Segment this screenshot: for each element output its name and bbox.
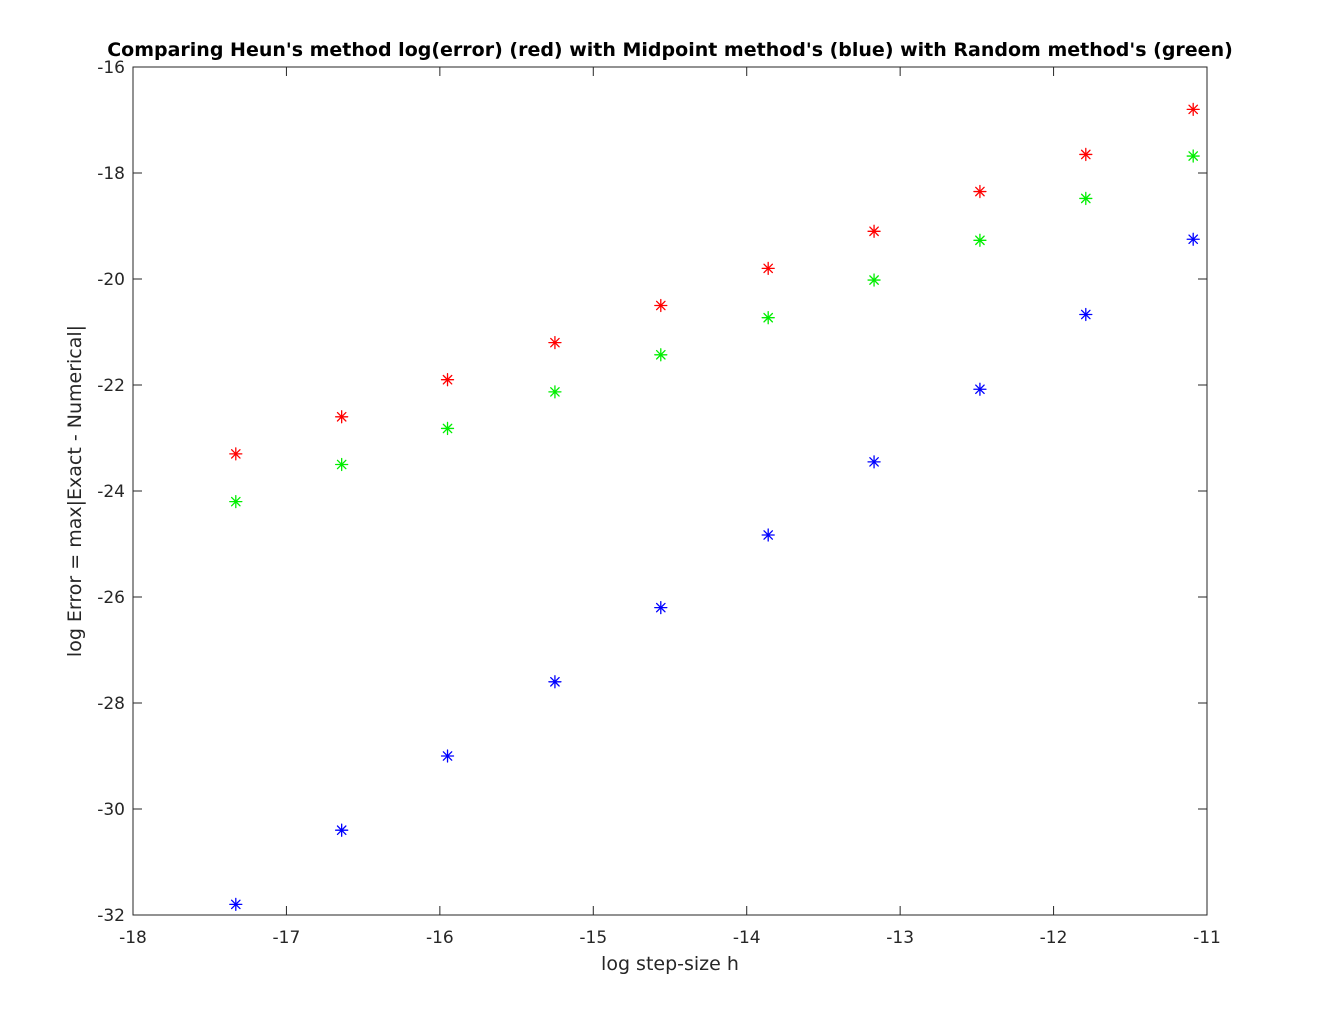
data-points (229, 102, 1200, 912)
series-1-point (654, 348, 668, 362)
series-1-point (761, 311, 775, 325)
series-0-point (440, 373, 455, 387)
series-2-point (654, 600, 668, 615)
y-tick-label: -20 (97, 270, 125, 290)
series-1-point (335, 457, 349, 472)
series-1-point (229, 494, 243, 509)
series-2-point (761, 528, 775, 542)
x-tick-label: -14 (733, 928, 761, 948)
y-tick-label: -28 (97, 694, 125, 714)
series-2-point (1186, 232, 1200, 246)
x-tick-label: -15 (579, 928, 607, 948)
x-tick-label: -12 (1040, 928, 1068, 948)
x-tick-label: -18 (119, 928, 147, 948)
series-1-point (1079, 191, 1093, 206)
axis-ticks: -18 -17 -16 -15 -14 -13 -12 -11 -32 -30 -28 -26 -24 -… (97, 58, 1221, 948)
series-0-point (1079, 147, 1093, 162)
series-0-point (229, 447, 243, 461)
series-2-point (973, 382, 987, 396)
series-2-point (548, 675, 562, 689)
series-1-point (867, 273, 881, 287)
series-0-point (335, 410, 349, 424)
x-tick-label: -13 (886, 928, 914, 948)
y-tick-label: -16 (97, 58, 125, 78)
y-tick-label: -22 (97, 376, 125, 396)
y-tick-label: -32 (97, 906, 125, 926)
chart-title: Comparing Heun's method log(error) (red)… (107, 39, 1233, 61)
series-1-point (1186, 149, 1200, 163)
y-tick-label: -26 (97, 588, 125, 608)
series-2-point (335, 823, 349, 837)
plot-area (132, 66, 1208, 916)
series-0-point (761, 261, 775, 276)
y-tick-label: -18 (97, 164, 125, 184)
series-2-point (1079, 307, 1093, 322)
series-1-point (548, 385, 562, 399)
x-tick-label: -11 (1193, 928, 1221, 948)
series-2-point (440, 749, 455, 763)
series-0-point (973, 184, 987, 199)
series-0-point (1186, 102, 1200, 117)
y-tick-label: -30 (97, 800, 125, 820)
series-2-point (229, 897, 243, 912)
series-1-point (973, 233, 987, 247)
series-0-point (654, 298, 668, 313)
y-tick-label: -24 (97, 482, 125, 502)
x-axis-label: log step-size h (601, 953, 739, 975)
x-tick-label: -17 (273, 928, 301, 948)
series-0-point (867, 224, 881, 238)
series-1-point (440, 421, 455, 436)
x-tick-label: -16 (426, 928, 454, 948)
y-axis-label: log Error = max|Exact - Numerical| (64, 325, 86, 657)
series-2-point (867, 455, 881, 469)
series-0-point (548, 335, 562, 350)
